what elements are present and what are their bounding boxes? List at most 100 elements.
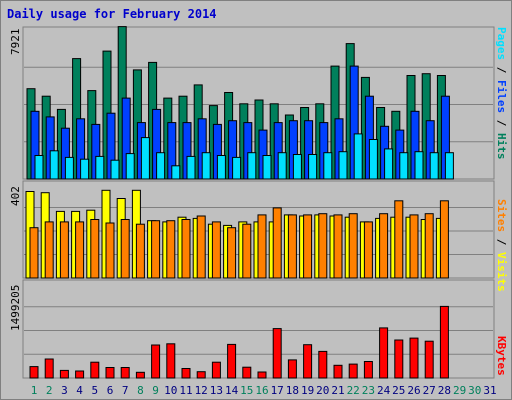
bar-sites-day-22 <box>348 213 358 279</box>
bar-kbytes-day-13 <box>211 361 221 379</box>
x-tick-label-day-24: 24 <box>377 384 391 397</box>
x-tick-label-day-26: 26 <box>407 384 420 397</box>
bar-sites-day-8 <box>135 223 145 279</box>
x-tick-label-day-17: 17 <box>271 384 284 397</box>
bar-pages-day-4 <box>80 158 90 180</box>
bar-sites-day-2 <box>44 221 54 279</box>
x-tick-label-day-15: 15 <box>240 384 253 397</box>
bar-pages-day-26 <box>414 151 424 180</box>
bar-kbytes-day-24 <box>379 327 389 379</box>
x-tick-label-day-12: 12 <box>195 384 208 397</box>
bar-kbytes-day-3 <box>59 369 69 379</box>
bar-kbytes-day-2 <box>44 358 54 379</box>
x-tick-label-day-18: 18 <box>286 384 299 397</box>
bar-kbytes-day-15 <box>242 366 252 379</box>
bar-kbytes-day-14 <box>227 343 237 379</box>
bar-sites-day-25 <box>394 200 404 279</box>
bar-pages-day-22 <box>353 133 363 180</box>
bar-sites-day-12 <box>196 215 206 279</box>
x-tick-label-day-11: 11 <box>179 384 192 397</box>
bar-pages-day-20 <box>323 152 333 180</box>
bar-kbytes-day-18 <box>287 359 297 379</box>
bar-kbytes-day-17 <box>272 328 282 379</box>
bar-sites-day-18 <box>287 214 297 279</box>
x-tick-label-day-30: 30 <box>468 384 481 397</box>
bar-pages-day-3 <box>64 156 74 180</box>
bar-sites-day-13 <box>211 221 221 279</box>
x-tick-label-day-19: 19 <box>301 384 314 397</box>
bar-pages-day-13 <box>216 155 226 180</box>
bar-pages-day-27 <box>429 152 439 180</box>
bar-kbytes-day-5 <box>90 361 100 379</box>
middle-panel-legend: Sites / Visits <box>495 199 508 292</box>
bar-kbytes-day-25 <box>394 339 404 379</box>
bar-pages-day-18 <box>292 154 302 180</box>
bar-pages-day-2 <box>49 150 59 180</box>
x-tick-label-day-25: 25 <box>392 384 405 397</box>
bar-pages-day-21 <box>338 151 348 180</box>
bar-pages-day-5 <box>95 155 105 180</box>
middle-legend-part-2: Visits <box>495 252 508 292</box>
x-tick-label-day-22: 22 <box>347 384 360 397</box>
bar-pages-day-6 <box>110 159 120 180</box>
bar-kbytes-day-16 <box>257 371 267 379</box>
bar-pages-day-24 <box>384 148 394 180</box>
x-tick-label-day-20: 20 <box>316 384 329 397</box>
bottom-panel-ymax-label: 1499205 <box>9 284 22 331</box>
bottom-panel-legend: KBytes <box>495 336 508 376</box>
bar-pages-day-7 <box>125 153 135 180</box>
bar-sites-day-17 <box>272 207 282 279</box>
bar-sites-day-16 <box>257 214 267 279</box>
bar-kbytes-day-1 <box>29 366 39 379</box>
middle-panel-ymax-label: 402 <box>9 186 22 206</box>
bar-kbytes-day-26 <box>409 337 419 379</box>
x-tick-label-day-27: 27 <box>423 384 436 397</box>
x-tick-label-day-6: 6 <box>107 384 114 397</box>
x-tick-label-day-10: 10 <box>164 384 177 397</box>
bar-kbytes-day-27 <box>424 340 434 379</box>
bar-pages-day-11 <box>186 155 196 180</box>
bar-kbytes-day-12 <box>196 371 206 379</box>
bar-pages-day-15 <box>247 152 257 180</box>
bar-kbytes-day-6 <box>105 367 115 379</box>
bar-pages-day-19 <box>308 154 318 180</box>
bar-sites-day-23 <box>363 221 373 279</box>
x-tick-label-day-3: 3 <box>61 384 68 397</box>
bar-sites-day-24 <box>379 213 389 279</box>
middle-legend-part-0: Sites <box>495 199 508 233</box>
bar-kbytes-day-28 <box>439 305 449 379</box>
bar-pages-day-14 <box>232 156 242 180</box>
bar-kbytes-day-22 <box>348 363 358 379</box>
bar-pages-day-8 <box>140 137 150 180</box>
bar-pages-day-1 <box>34 155 44 180</box>
bar-sites-day-20 <box>318 213 328 279</box>
bar-kbytes-day-20 <box>318 350 328 379</box>
x-tick-label-day-1: 1 <box>31 384 38 397</box>
bottom-legend-part-0: KBytes <box>495 336 508 376</box>
bar-sites-day-15 <box>242 223 252 279</box>
bar-sites-day-27 <box>424 213 434 279</box>
middle-legend-part-1: / <box>495 232 508 252</box>
bar-pages-day-28 <box>444 152 454 180</box>
bar-kbytes-day-9 <box>151 344 161 379</box>
bar-pages-day-25 <box>399 152 409 180</box>
bar-sites-day-19 <box>303 214 313 279</box>
bar-kbytes-day-4 <box>75 370 85 379</box>
x-tick-label-day-21: 21 <box>331 384 344 397</box>
x-tick-label-day-16: 16 <box>255 384 268 397</box>
bar-kbytes-day-11 <box>181 368 191 379</box>
x-tick-label-day-14: 14 <box>225 384 239 397</box>
bar-sites-day-4 <box>75 221 85 279</box>
bar-sites-day-11 <box>181 219 191 279</box>
x-tick-label-day-31: 31 <box>483 384 496 397</box>
top-legend-part-0: Pages <box>495 27 508 61</box>
bar-sites-day-5 <box>90 219 100 279</box>
top-panel-legend: Pages / Files / Hits <box>495 27 508 160</box>
bar-sites-day-1 <box>29 227 39 279</box>
x-tick-label-day-7: 7 <box>122 384 129 397</box>
x-tick-label-day-29: 29 <box>453 384 466 397</box>
x-tick-label-day-28: 28 <box>438 384 451 397</box>
x-tick-label-day-4: 4 <box>76 384 83 397</box>
bar-sites-day-26 <box>409 214 419 279</box>
